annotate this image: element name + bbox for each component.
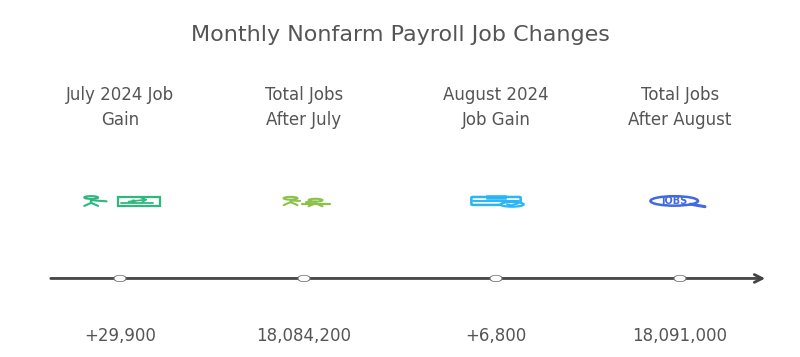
Bar bbox=[118, 197, 160, 206]
Circle shape bbox=[115, 276, 125, 281]
Text: Total Jobs
After July: Total Jobs After July bbox=[265, 86, 343, 129]
Ellipse shape bbox=[501, 202, 524, 207]
Text: Monthly Nonfarm Payroll Job Changes: Monthly Nonfarm Payroll Job Changes bbox=[190, 25, 610, 45]
Bar bbox=[487, 196, 505, 198]
Text: JOBS: JOBS bbox=[661, 196, 687, 206]
Text: Total Jobs
After August: Total Jobs After August bbox=[628, 86, 732, 129]
Text: July 2024 Job
Gain: July 2024 Job Gain bbox=[66, 86, 174, 129]
Text: 18,084,200: 18,084,200 bbox=[257, 327, 351, 345]
Text: 18,091,000: 18,091,000 bbox=[633, 327, 727, 345]
Circle shape bbox=[491, 276, 501, 281]
Circle shape bbox=[299, 276, 309, 281]
Text: August 2024
Job Gain: August 2024 Job Gain bbox=[443, 86, 549, 129]
Circle shape bbox=[675, 276, 685, 281]
Text: +6,800: +6,800 bbox=[466, 327, 526, 345]
Text: +29,900: +29,900 bbox=[84, 327, 156, 345]
